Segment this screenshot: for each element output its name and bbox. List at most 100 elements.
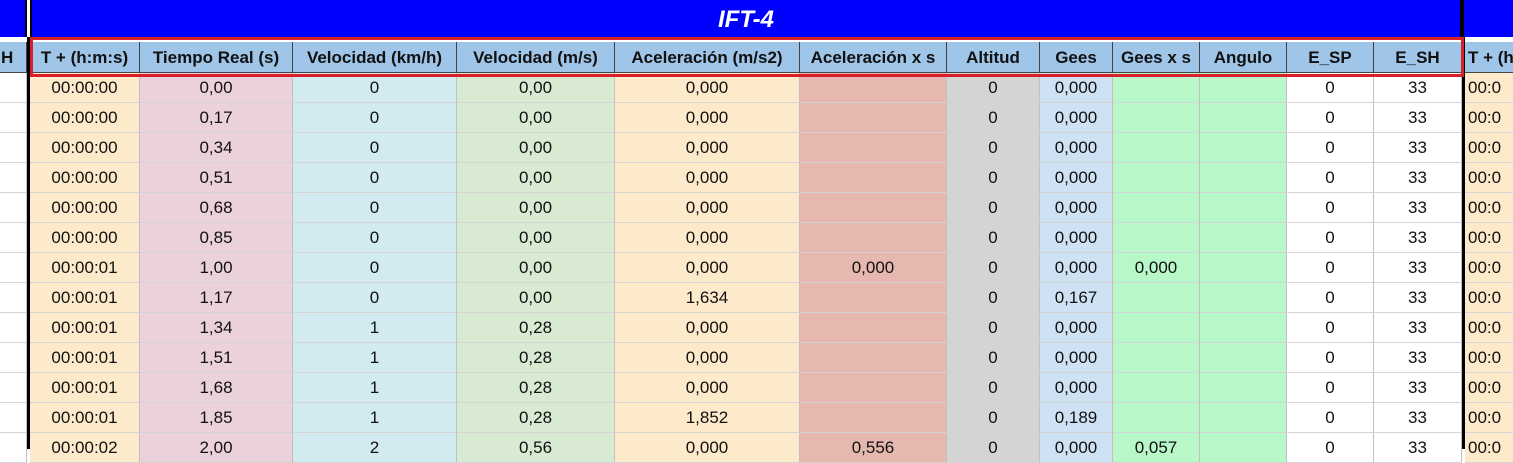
cell-gxs[interactable] <box>1113 103 1200 133</box>
cell-gxs[interactable] <box>1113 343 1200 373</box>
cell-vm[interactable]: 0,28 <box>457 373 615 403</box>
cell-vm[interactable]: 0,28 <box>457 313 615 343</box>
cell-tr[interactable]: 2,00 <box>140 433 293 463</box>
cell-esh[interactable]: 33 <box>1374 193 1462 223</box>
cell-vm[interactable]: 0,00 <box>457 73 615 103</box>
cell-vk[interactable]: 2 <box>293 433 457 463</box>
cell-t[interactable]: 00:00:02 <box>30 433 140 463</box>
cell-g[interactable]: 0,000 <box>1040 193 1113 223</box>
partial-cell-left[interactable] <box>0 163 27 193</box>
cell-gxs[interactable] <box>1113 283 1200 313</box>
cell-t[interactable]: 00:00:00 <box>30 73 140 103</box>
cell-t[interactable]: 00:00:00 <box>30 193 140 223</box>
cell-ac[interactable]: 0,000 <box>615 343 800 373</box>
cell-ang[interactable] <box>1200 283 1287 313</box>
cell-ang[interactable] <box>1200 313 1287 343</box>
cell-gxs[interactable] <box>1113 163 1200 193</box>
partial-cell-left[interactable] <box>0 103 27 133</box>
cell-g[interactable]: 0,000 <box>1040 73 1113 103</box>
partial-cell-right[interactable]: 00:0 <box>1465 403 1513 433</box>
cell-axs[interactable]: 0,556 <box>800 433 947 463</box>
cell-tr[interactable]: 1,00 <box>140 253 293 283</box>
cell-ac[interactable]: 0,000 <box>615 373 800 403</box>
column-header-axs[interactable]: Aceleración x s <box>800 42 947 73</box>
cell-alt[interactable]: 0 <box>947 373 1040 403</box>
cell-vk[interactable]: 1 <box>293 313 457 343</box>
cell-tr[interactable]: 0,17 <box>140 103 293 133</box>
cell-esp[interactable]: 0 <box>1287 343 1374 373</box>
cell-tr[interactable]: 0,00 <box>140 73 293 103</box>
cell-alt[interactable]: 0 <box>947 163 1040 193</box>
cell-axs[interactable] <box>800 163 947 193</box>
cell-axs[interactable] <box>800 73 947 103</box>
cell-axs[interactable] <box>800 403 947 433</box>
cell-t[interactable]: 00:00:01 <box>30 403 140 433</box>
cell-ang[interactable] <box>1200 373 1287 403</box>
partial-cell-right[interactable]: 00:0 <box>1465 163 1513 193</box>
cell-esp[interactable]: 0 <box>1287 223 1374 253</box>
cell-axs[interactable] <box>800 313 947 343</box>
cell-axs[interactable] <box>800 193 947 223</box>
cell-gxs[interactable] <box>1113 403 1200 433</box>
cell-esp[interactable]: 0 <box>1287 103 1374 133</box>
cell-axs[interactable] <box>800 283 947 313</box>
cell-gxs[interactable]: 0,000 <box>1113 253 1200 283</box>
cell-esp[interactable]: 0 <box>1287 283 1374 313</box>
cell-g[interactable]: 0,000 <box>1040 223 1113 253</box>
column-header-ac[interactable]: Aceleración (m/s2) <box>615 42 800 73</box>
cell-alt[interactable]: 0 <box>947 133 1040 163</box>
cell-vk[interactable]: 1 <box>293 343 457 373</box>
cell-alt[interactable]: 0 <box>947 283 1040 313</box>
cell-esp[interactable]: 0 <box>1287 373 1374 403</box>
cell-ac[interactable]: 1,852 <box>615 403 800 433</box>
column-header-vk[interactable]: Velocidad (km/h) <box>293 42 457 73</box>
cell-vk[interactable]: 0 <box>293 103 457 133</box>
partial-cell-right[interactable]: 00:0 <box>1465 193 1513 223</box>
column-header-t[interactable]: T + (h:m:s) <box>30 42 140 73</box>
cell-t[interactable]: 00:00:01 <box>30 283 140 313</box>
cell-vm[interactable]: 0,00 <box>457 253 615 283</box>
cell-esp[interactable]: 0 <box>1287 193 1374 223</box>
cell-alt[interactable]: 0 <box>947 193 1040 223</box>
cell-esh[interactable]: 33 <box>1374 343 1462 373</box>
cell-ang[interactable] <box>1200 253 1287 283</box>
cell-esp[interactable]: 0 <box>1287 163 1374 193</box>
cell-t[interactable]: 00:00:00 <box>30 163 140 193</box>
partial-cell-right[interactable]: 00:0 <box>1465 133 1513 163</box>
cell-esh[interactable]: 33 <box>1374 313 1462 343</box>
cell-vm[interactable]: 0,00 <box>457 103 615 133</box>
cell-ang[interactable] <box>1200 343 1287 373</box>
cell-g[interactable]: 0,000 <box>1040 163 1113 193</box>
partial-cell-left[interactable] <box>0 403 27 433</box>
cell-alt[interactable]: 0 <box>947 433 1040 463</box>
cell-t[interactable]: 00:00:00 <box>30 223 140 253</box>
cell-ac[interactable]: 1,634 <box>615 283 800 313</box>
cell-esh[interactable]: 33 <box>1374 403 1462 433</box>
cell-ac[interactable]: 0,000 <box>615 313 800 343</box>
cell-ac[interactable]: 0,000 <box>615 103 800 133</box>
cell-esp[interactable]: 0 <box>1287 73 1374 103</box>
cell-tr[interactable]: 0,34 <box>140 133 293 163</box>
column-header-gxs[interactable]: Gees x s <box>1113 42 1200 73</box>
partial-column-header-right[interactable]: T + (h: <box>1465 42 1513 73</box>
partial-cell-right[interactable]: 00:0 <box>1465 313 1513 343</box>
cell-gxs[interactable] <box>1113 313 1200 343</box>
cell-alt[interactable]: 0 <box>947 343 1040 373</box>
cell-g[interactable]: 0,000 <box>1040 373 1113 403</box>
column-header-tr[interactable]: Tiempo Real (s) <box>140 42 293 73</box>
cell-ang[interactable] <box>1200 193 1287 223</box>
cell-vk[interactable]: 1 <box>293 403 457 433</box>
cell-ac[interactable]: 0,000 <box>615 433 800 463</box>
cell-g[interactable]: 0,000 <box>1040 313 1113 343</box>
partial-cell-left[interactable] <box>0 343 27 373</box>
partial-cell-left[interactable] <box>0 73 27 103</box>
cell-vk[interactable]: 0 <box>293 253 457 283</box>
partial-cell-left[interactable] <box>0 223 27 253</box>
cell-esh[interactable]: 33 <box>1374 373 1462 403</box>
cell-ac[interactable]: 0,000 <box>615 193 800 223</box>
cell-t[interactable]: 00:00:01 <box>30 313 140 343</box>
column-header-esh[interactable]: E_SH <box>1374 42 1462 73</box>
cell-tr[interactable]: 0,68 <box>140 193 293 223</box>
cell-vk[interactable]: 0 <box>293 133 457 163</box>
cell-vm[interactable]: 0,00 <box>457 223 615 253</box>
